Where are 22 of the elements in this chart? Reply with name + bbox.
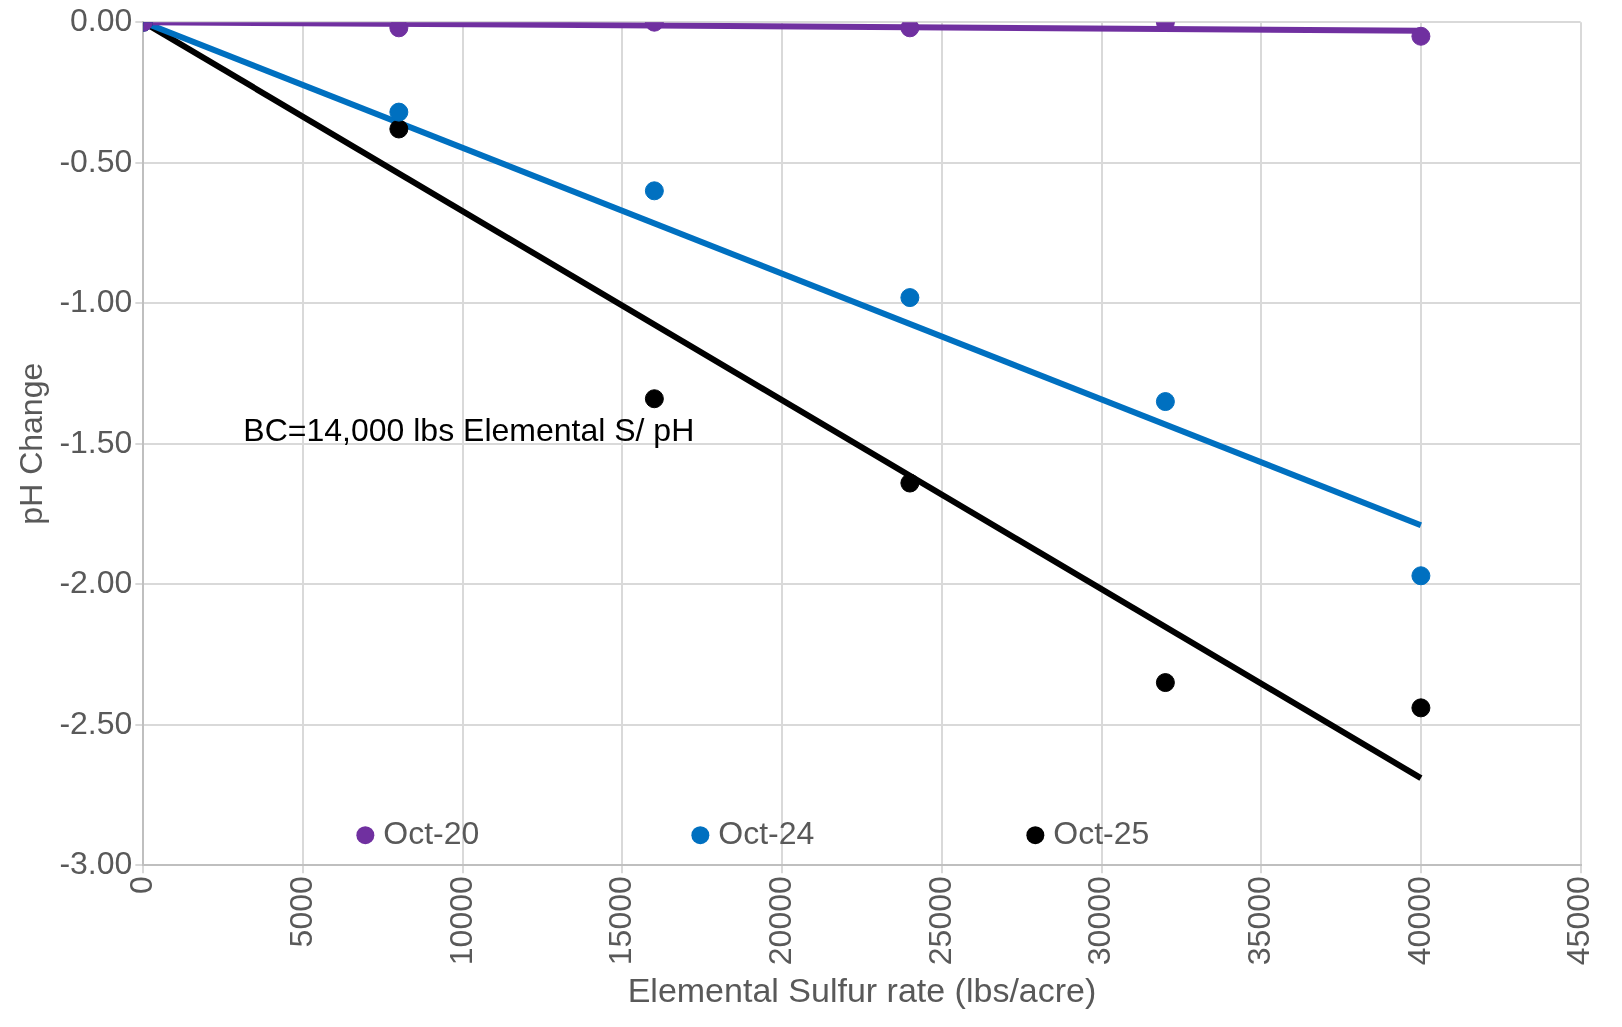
x-tick-label: 45000 bbox=[1560, 876, 1597, 966]
x-tick-label: 15000 bbox=[602, 876, 639, 966]
y-tick-label: -0.50 bbox=[59, 142, 133, 179]
y-tick-label: -2.00 bbox=[59, 564, 133, 601]
legend-label: Oct-25 bbox=[1053, 815, 1150, 852]
x-tick-label: 40000 bbox=[1400, 876, 1437, 966]
x-tick-label: 30000 bbox=[1081, 876, 1118, 966]
x-tick-label: 0 bbox=[123, 876, 160, 895]
x-axis-title: Elemental Sulfur rate (lbs/acre) bbox=[627, 970, 1097, 1009]
x-tick-label: 35000 bbox=[1241, 876, 1278, 966]
y-tick-label: -1.50 bbox=[59, 423, 133, 460]
y-tick-label: 0.00 bbox=[70, 2, 133, 39]
x-tick-label: 20000 bbox=[761, 876, 798, 966]
y-tick-label: -2.50 bbox=[59, 704, 133, 741]
annotation: BC=14,000 lbs Elemental S/ pH bbox=[243, 412, 695, 449]
x-tick-label: 10000 bbox=[442, 876, 479, 966]
x-tick-label: 25000 bbox=[921, 876, 958, 966]
y-tick-label: -1.00 bbox=[59, 283, 133, 320]
y-axis-title: pH Change bbox=[13, 362, 50, 525]
legend-label: Oct-20 bbox=[383, 815, 480, 852]
legend-label: Oct-24 bbox=[718, 815, 815, 852]
x-tick-label: 5000 bbox=[282, 876, 319, 948]
